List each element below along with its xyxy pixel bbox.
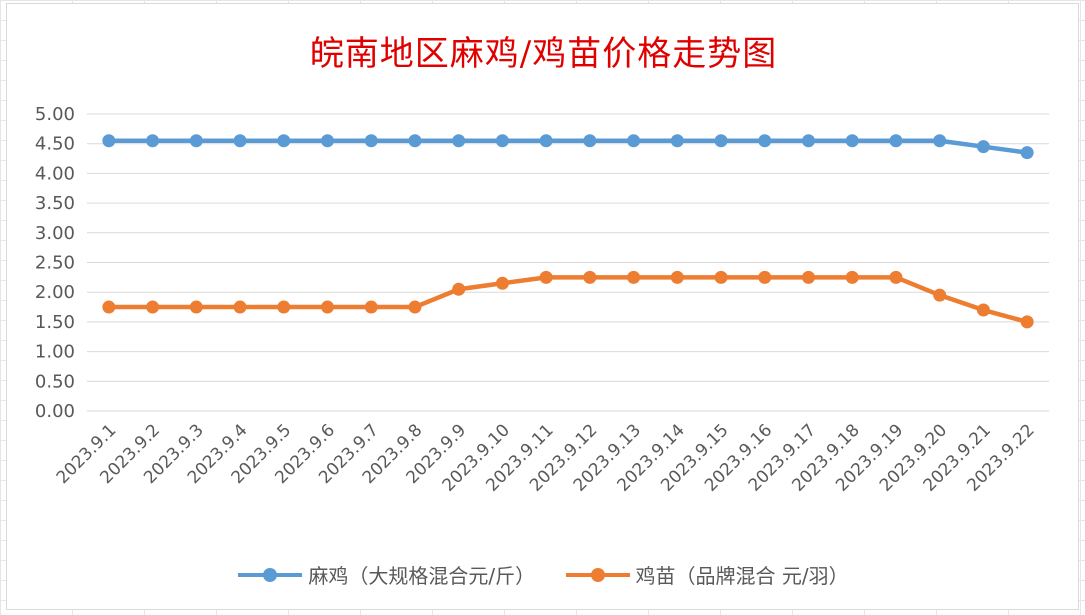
chart-title: 皖南地区麻鸡/鸡苗价格走势图 [309, 34, 778, 74]
series-line-2 [106, 275, 1030, 325]
chart-container[interactable]: 皖南地区麻鸡/鸡苗价格走势图 0.00 0.50 1.00 1.50 2.00 2.50 3… [6, 3, 1079, 610]
data-point-series-1 [233, 134, 247, 148]
data-point-series-1 [452, 134, 466, 148]
y-tick-label: 4.50 [35, 134, 75, 155]
data-point-series-2 [933, 288, 947, 302]
y-tick-label: 0.00 [35, 401, 75, 422]
legend-label-series-1: 麻鸡（大规格混合元/斤） [308, 564, 536, 588]
data-point-series-2 [845, 270, 859, 284]
legend-item-series-2: 鸡苗（品牌混合 元/羽） [565, 560, 849, 589]
legend-item-series-1: 麻鸡（大规格混合元/斤） [238, 560, 535, 589]
data-point-series-2 [189, 300, 203, 314]
series-line-1 [106, 138, 1030, 155]
data-point-series-2 [583, 270, 597, 284]
y-tick-label: 3.00 [35, 223, 75, 244]
y-tick-label: 5.00 [35, 104, 75, 125]
data-point-series-1 [714, 134, 728, 148]
y-tick-label: 1.00 [35, 342, 75, 363]
data-point-series-2 [364, 300, 378, 314]
data-point-series-2 [1020, 315, 1034, 329]
data-point-series-1 [495, 134, 509, 148]
data-point-series-2 [408, 300, 422, 314]
y-tick-label: 1.50 [35, 312, 75, 333]
legend-swatch-series-2 [565, 565, 630, 585]
data-point-series-2 [233, 300, 247, 314]
data-point-series-1 [539, 134, 553, 148]
data-point-series-2 [321, 300, 334, 314]
data-point-series-2 [102, 300, 116, 314]
y-tick-label: 4.00 [35, 163, 75, 184]
y-tick-label: 0.50 [35, 371, 75, 392]
legend-label-series-2: 鸡苗（品牌混合 元/羽） [635, 564, 849, 588]
data-point-series-1 [627, 134, 641, 148]
data-point-series-1 [102, 134, 116, 148]
data-point-series-1 [976, 140, 990, 154]
data-point-series-1 [408, 134, 422, 148]
data-point-series-2 [277, 300, 291, 314]
data-point-series-2 [889, 270, 903, 284]
data-point-series-2 [146, 300, 160, 314]
data-point-series-2 [495, 276, 509, 290]
data-point-series-1 [802, 134, 815, 148]
data-point-series-1 [146, 134, 160, 148]
data-point-series-2 [758, 270, 772, 284]
data-point-series-2 [802, 270, 815, 284]
data-point-series-2 [539, 270, 553, 284]
legend-swatch-series-1 [238, 565, 303, 585]
data-point-series-1 [583, 134, 597, 148]
data-point-series-1 [758, 134, 772, 148]
data-point-series-2 [714, 270, 728, 284]
data-point-series-1 [933, 134, 947, 148]
line-chart: 0.00 0.50 1.00 1.50 2.00 2.50 3.00 3.50 4.00 4.50… [35, 104, 1049, 496]
legend: 麻鸡（大规格混合元/斤） 鸡苗（品牌混合 元/羽） [7, 560, 1080, 590]
data-point-series-2 [627, 270, 641, 284]
y-tick-label: 3.50 [35, 193, 75, 214]
data-point-series-1 [321, 134, 334, 148]
data-point-series-1 [670, 134, 684, 148]
data-point-series-1 [277, 134, 291, 148]
y-tick-label: 2.00 [35, 282, 75, 303]
data-point-series-1 [189, 134, 203, 148]
data-point-series-2 [670, 270, 684, 284]
data-point-series-1 [845, 134, 859, 148]
data-point-series-1 [1020, 146, 1034, 160]
data-point-series-2 [976, 303, 990, 317]
data-point-series-1 [364, 134, 378, 148]
y-tick-label: 2.50 [35, 253, 75, 274]
data-point-series-2 [452, 282, 466, 296]
data-point-series-1 [889, 134, 903, 148]
